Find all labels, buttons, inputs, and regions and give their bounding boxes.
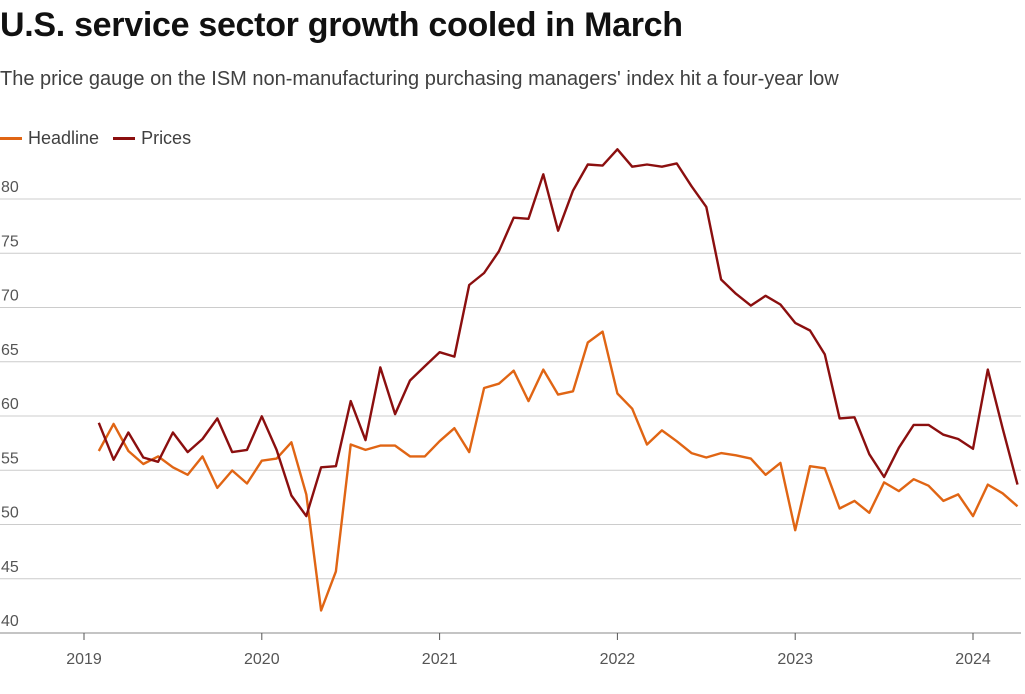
y-tick-label: 80: [1, 179, 19, 196]
y-tick-label: 75: [1, 233, 19, 250]
gridlines: [0, 198, 1021, 634]
legend-label-prices: Prices: [141, 128, 192, 148]
y-tick-label: 60: [1, 396, 19, 413]
series-line-prices: [97, 148, 1019, 518]
x-axis-ticks: 2019 2020 2021 2022 2023 2024: [66, 633, 991, 668]
x-tick-label: 2023: [777, 651, 813, 668]
legend-item-headline: Headline: [0, 128, 99, 149]
series-lines: [97, 148, 1019, 612]
series-line-headline: [97, 330, 1019, 612]
y-tick-label: 40: [1, 613, 19, 630]
y-tick-label: 45: [1, 559, 19, 576]
legend: Headline Prices: [0, 128, 205, 149]
legend-item-prices: Prices: [113, 128, 191, 149]
x-tick-label: 2021: [422, 651, 458, 668]
legend-label-headline: Headline: [28, 128, 100, 148]
x-tick-label: 2020: [244, 651, 280, 668]
chart-subtitle: The price gauge on the ISM non-manufactu…: [0, 68, 839, 90]
y-axis-ticks: 40 45 50 55 60 65 70 75 80: [1, 179, 19, 630]
legend-swatch-prices: [113, 137, 136, 140]
y-tick-label: 55: [1, 450, 19, 467]
x-tick-label: 2019: [66, 651, 102, 668]
legend-swatch-headline: [0, 137, 22, 140]
y-tick-label: 70: [1, 288, 19, 305]
chart-title: U.S. service sector growth cooled in Mar…: [0, 6, 683, 44]
x-tick-label: 2022: [600, 651, 636, 668]
x-tick-label: 2024: [955, 651, 991, 668]
y-tick-label: 65: [1, 342, 19, 359]
y-tick-label: 50: [1, 505, 19, 522]
